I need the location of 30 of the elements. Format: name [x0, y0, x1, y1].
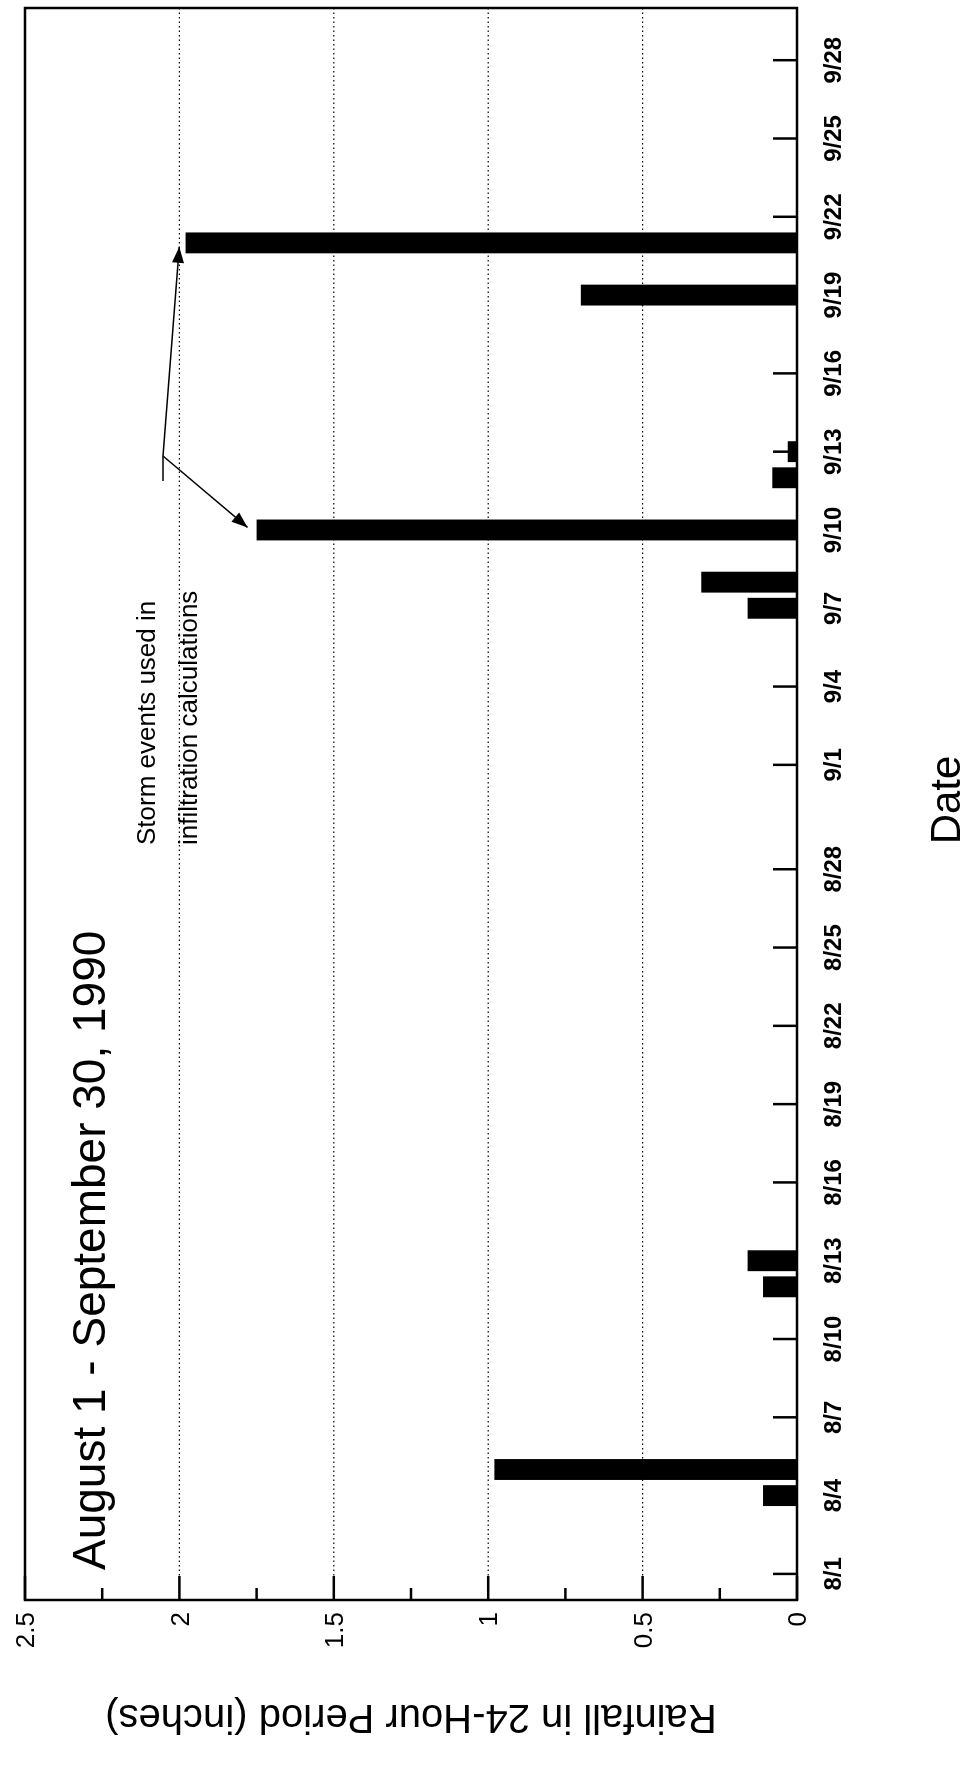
x-tick-label: 2	[164, 1612, 195, 1627]
y-tick-label: 9/10	[819, 506, 846, 554]
y-tick-label: 9/16	[819, 350, 846, 397]
y-tick-label: 9/4	[819, 669, 846, 704]
y-axis-title: Date	[922, 755, 969, 845]
y-tick-label: 9/22	[819, 193, 846, 241]
annotation: Storm events used in infiltration calculations	[131, 590, 203, 845]
y-tick-label: 9/25	[819, 115, 846, 162]
x-tick-label: 0	[782, 1612, 813, 1627]
y-tick-label: 8/13	[819, 1237, 846, 1285]
y-tick-label: 8/1	[819, 1557, 846, 1591]
y-tick-label: 8/22	[819, 1002, 846, 1050]
x-tick-label: 2.5	[10, 1612, 41, 1649]
x-tick-label: 0.5	[627, 1612, 658, 1649]
y-tick-label: 9/13	[819, 428, 846, 476]
y-tick-label: 8/25	[819, 924, 846, 971]
y-tick-label: 9/19	[819, 271, 846, 319]
text: August 1 - September 30, 1990	[63, 930, 115, 1570]
y-tick-label: 8/10	[819, 1315, 846, 1363]
y-tick-label: 9/7	[819, 591, 846, 625]
x-tick-label: 1.5	[318, 1612, 349, 1649]
y-tick-label: 9/1	[819, 748, 846, 782]
y-tick-label: 8/19	[819, 1080, 846, 1128]
y-tick-label: 8/16	[819, 1159, 846, 1206]
x-axis-title: Rainfall in 24-Hour Period (inches)	[105, 1697, 717, 1741]
y-tick-label: 9/28	[819, 36, 846, 84]
y-tick-label: 8/4	[819, 1478, 846, 1513]
y-tick-label: 8/7	[819, 1400, 846, 1434]
y-tick-label: 8/28	[819, 845, 846, 893]
x-tick-label: 1	[473, 1612, 504, 1627]
